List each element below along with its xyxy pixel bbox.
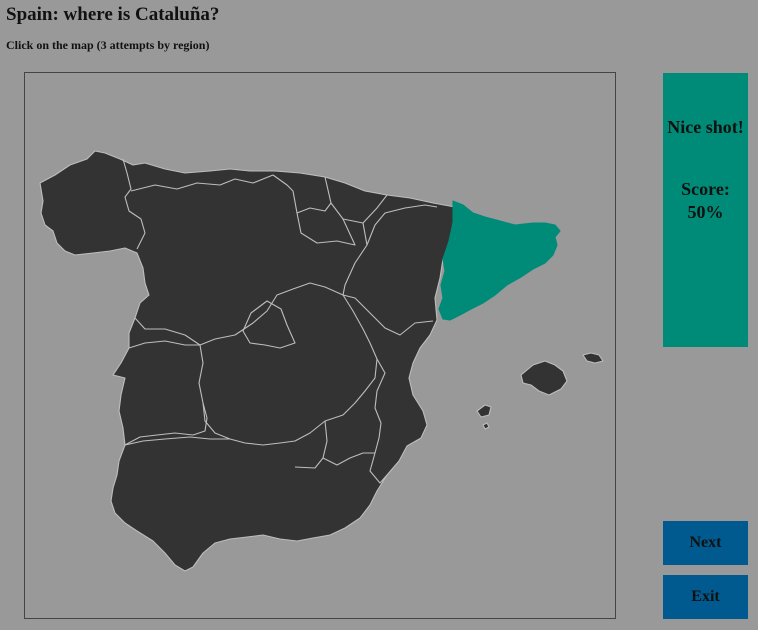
spain-map[interactable] xyxy=(25,73,617,620)
map-region-mainland[interactable] xyxy=(39,150,456,572)
map-region-formentera[interactable] xyxy=(482,422,490,430)
map-region-ibiza[interactable] xyxy=(476,404,492,418)
feedback-message: Nice shot! xyxy=(667,117,744,137)
score-value: 50% xyxy=(687,202,724,222)
map-region-mallorca[interactable] xyxy=(520,360,568,396)
instruction-text: Click on the map (3 attempts by region) xyxy=(6,38,210,52)
map-region-cataluna[interactable] xyxy=(438,200,561,321)
exit-button[interactable]: Exit xyxy=(663,575,748,619)
feedback-panel: Nice shot! Score: 50% xyxy=(663,73,748,347)
map-region-menorca[interactable] xyxy=(582,352,604,364)
map-frame xyxy=(24,72,616,619)
next-button[interactable]: Next xyxy=(663,521,748,565)
score-label: Score: xyxy=(681,179,730,199)
page-title: Spain: where is Cataluña? xyxy=(6,4,220,25)
